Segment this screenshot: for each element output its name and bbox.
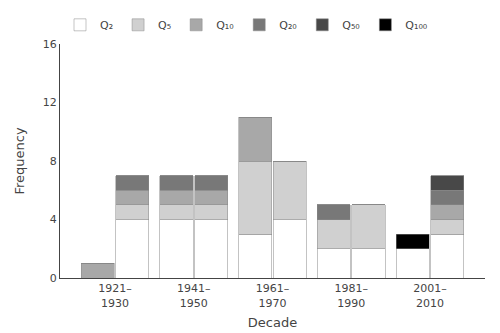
svg-text:Q₂₀: Q₂₀ [279,19,297,32]
svg-text:1961–1970: 1961–1970 [256,282,290,309]
svg-text:2001–2010: 2001–2010 [413,282,447,309]
svg-text:Q₁₀: Q₁₀ [216,19,234,32]
svg-text:Q₅₀: Q₅₀ [342,19,360,32]
svg-text:1921–1930: 1921–1930 [98,282,132,309]
svg-text:12: 12 [43,96,57,109]
svg-text:4: 4 [50,213,57,226]
svg-text:Frequency: Frequency [12,127,27,194]
svg-text:1941–1950: 1941–1950 [177,282,211,309]
svg-text:8: 8 [50,155,57,168]
svg-text:Decade: Decade [248,315,297,330]
svg-text:1981–1990: 1981–1990 [334,282,368,309]
svg-text:Q₅: Q₅ [158,19,171,32]
svg-text:16: 16 [43,38,57,51]
svg-text:Q₂: Q₂ [100,19,113,32]
svg-text:0: 0 [50,272,57,285]
svg-text:Q₁₀₀: Q₁₀₀ [405,19,427,32]
